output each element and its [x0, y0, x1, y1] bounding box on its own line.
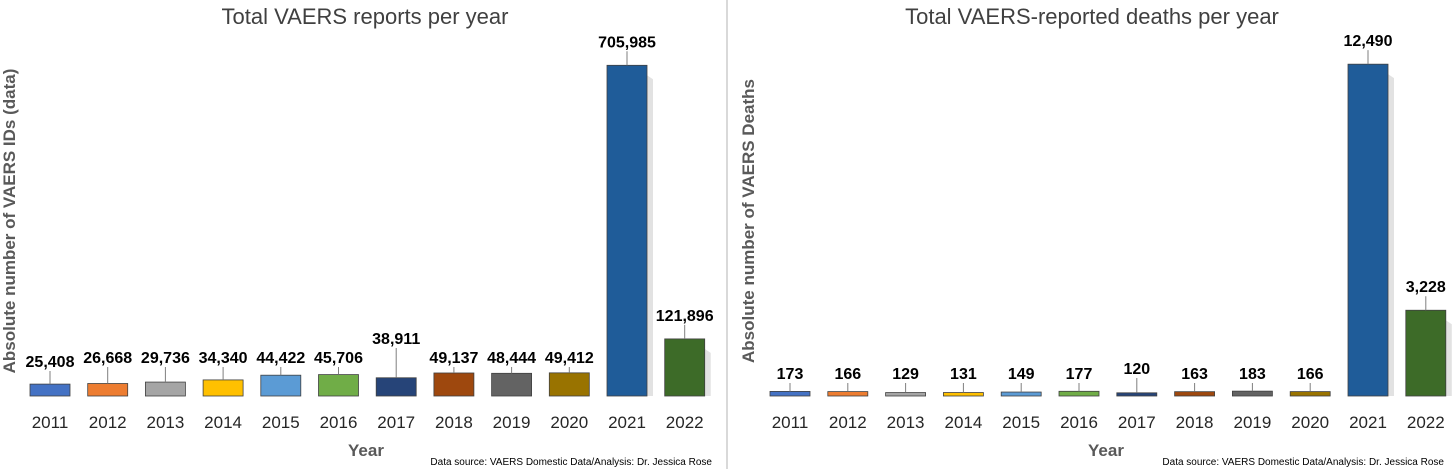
data-label-2021: 705,985 — [598, 34, 656, 51]
data-label-2014: 131 — [950, 366, 977, 383]
bar-2021 — [606, 64, 648, 397]
chart-title: Total VAERS reports per year — [222, 4, 509, 29]
data-label-2020: 166 — [1297, 366, 1324, 383]
data-label-2012: 26,668 — [83, 350, 132, 367]
chart-panel-reports: Total VAERS reports per year Absolute num… — [0, 0, 726, 469]
data-label-2021: 12,490 — [1344, 33, 1393, 50]
bar-2022 — [1405, 309, 1447, 397]
data-label-2018: 163 — [1181, 366, 1208, 383]
data-label-2018: 49,137 — [429, 350, 478, 367]
data-label-2019: 183 — [1239, 366, 1266, 383]
x-tick-2012: 2012 — [89, 413, 127, 432]
x-tick-2013: 2013 — [887, 413, 925, 432]
bar-2018 — [433, 372, 475, 397]
x-tick-2013: 2013 — [146, 413, 184, 432]
bar-2017 — [375, 377, 417, 397]
data-label-2013: 129 — [892, 366, 919, 383]
bar-shadow-2022 — [704, 348, 711, 396]
x-tick-2017: 2017 — [1118, 413, 1156, 432]
data-label-2019: 48,444 — [487, 350, 536, 367]
bar-2015 — [260, 374, 302, 397]
x-tick-2020: 2020 — [550, 413, 588, 432]
data-label-2013: 29,736 — [141, 350, 190, 367]
data-label-2014: 34,340 — [199, 350, 248, 367]
data-source-note: Data source: VAERS Domestic Data/Analysi… — [430, 457, 712, 468]
bar-2012 — [87, 383, 129, 397]
bar-2014 — [202, 379, 244, 397]
y-axis-label: Absolute number of VAERS Deaths — [739, 79, 758, 363]
data-label-2022: 3,228 — [1406, 279, 1446, 296]
deaths-chart: Total VAERS-reported deaths per year Abso… — [739, 4, 1452, 468]
bar-2013 — [144, 381, 186, 397]
x-tick-2014: 2014 — [944, 413, 982, 432]
bar-2020 — [1289, 391, 1331, 397]
x-tick-2015: 2015 — [262, 413, 300, 432]
bar-2019 — [1231, 390, 1273, 397]
x-tick-2018: 2018 — [1176, 413, 1214, 432]
data-label-2011: 25,408 — [26, 354, 75, 371]
bar-shadow-2021 — [1388, 74, 1394, 396]
y-axis-label: Absolute number of VAERS IDs (data) — [0, 69, 19, 374]
bar-2011 — [29, 383, 71, 397]
data-label-2015: 44,422 — [256, 350, 305, 367]
bar-2022 — [664, 338, 706, 397]
x-tick-2017: 2017 — [377, 413, 415, 432]
chart-title: Total VAERS-reported deaths per year — [905, 4, 1279, 29]
data-source-note: Data source: VAERS Domestic Data/Analysi… — [1162, 457, 1444, 468]
data-label-2016: 45,706 — [314, 350, 363, 367]
bar-2017 — [1116, 392, 1158, 397]
data-label-2011: 173 — [777, 366, 804, 383]
reports-chart: Total VAERS reports per year Absolute num… — [0, 4, 714, 468]
x-tick-2022: 2022 — [1407, 413, 1445, 432]
x-tick-2021: 2021 — [608, 413, 646, 432]
x-tick-2021: 2021 — [1349, 413, 1387, 432]
x-tick-2014: 2014 — [204, 413, 242, 432]
x-tick-2019: 2019 — [1233, 413, 1271, 432]
bar-2015 — [1000, 391, 1042, 397]
x-tick-2016: 2016 — [1060, 413, 1098, 432]
bar-2011 — [769, 391, 811, 397]
x-tick-2015: 2015 — [1002, 413, 1040, 432]
x-tick-2016: 2016 — [320, 413, 358, 432]
x-tick-2011: 2011 — [32, 413, 69, 432]
x-axis-label: Year — [348, 441, 384, 460]
bar-shadow-2022 — [1445, 320, 1452, 396]
data-label-2022: 121,896 — [656, 308, 714, 325]
bar-2020 — [548, 372, 590, 397]
bar-2016 — [318, 374, 359, 397]
x-axis-label: Year — [1088, 441, 1124, 460]
x-tick-2020: 2020 — [1291, 413, 1329, 432]
bar-shadow-2021 — [647, 75, 653, 397]
data-label-2020: 49,412 — [545, 350, 594, 367]
x-tick-2012: 2012 — [829, 413, 867, 432]
data-label-2017: 120 — [1123, 361, 1150, 378]
data-label-2015: 149 — [1008, 366, 1035, 383]
chart-panel-deaths: Total VAERS-reported deaths per year Abso… — [728, 0, 1456, 469]
bar-2021 — [1347, 63, 1389, 397]
data-label-2012: 166 — [834, 366, 861, 383]
x-tick-2019: 2019 — [493, 413, 531, 432]
bar-2016 — [1058, 390, 1100, 397]
bar-2018 — [1174, 391, 1216, 397]
data-label-2016: 177 — [1066, 366, 1093, 383]
bar-2014 — [942, 392, 984, 397]
bar-2012 — [827, 391, 869, 397]
panel-divider — [726, 0, 728, 469]
bar-2013 — [885, 392, 927, 397]
data-label-2017: 38,911 — [372, 331, 420, 348]
x-tick-2018: 2018 — [435, 413, 473, 432]
x-tick-2011: 2011 — [772, 413, 809, 432]
bar-2019 — [491, 372, 533, 397]
x-tick-2022: 2022 — [666, 413, 704, 432]
